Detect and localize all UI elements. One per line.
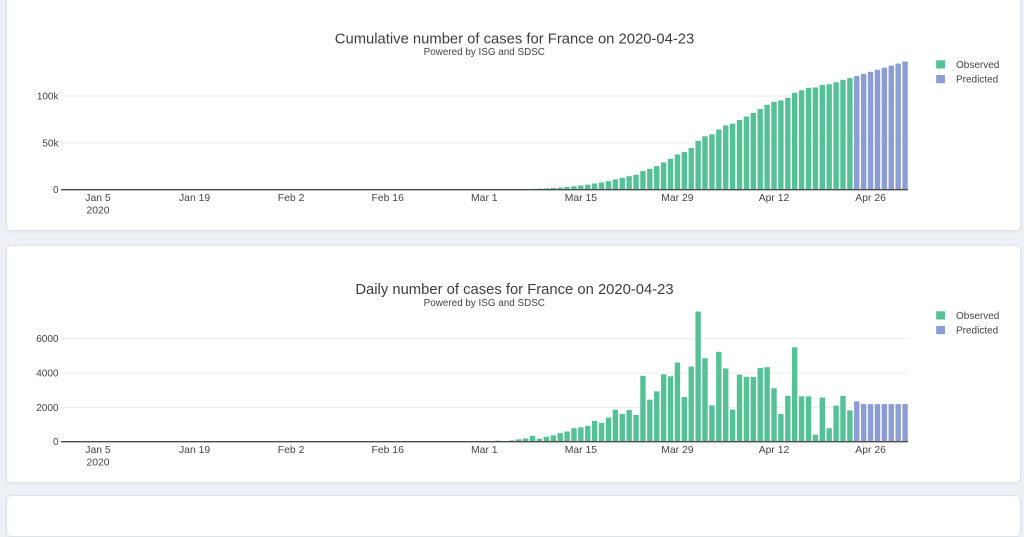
svg-text:Mar 1: Mar 1 — [471, 193, 498, 204]
svg-text:Predicted: Predicted — [956, 75, 998, 86]
svg-text:Feb 16: Feb 16 — [372, 445, 405, 456]
svg-text:Mar 1: Mar 1 — [471, 445, 498, 456]
svg-text:Predicted: Predicted — [956, 326, 998, 337]
svg-text:50k: 50k — [42, 138, 59, 149]
svg-text:Jan 5: Jan 5 — [85, 193, 111, 204]
svg-text:2020: 2020 — [86, 458, 109, 469]
svg-text:0: 0 — [53, 437, 59, 448]
svg-text:Jan 19: Jan 19 — [179, 445, 210, 456]
svg-text:Apr 26: Apr 26 — [855, 193, 886, 204]
svg-text:Feb 16: Feb 16 — [372, 193, 405, 204]
svg-text:Apr 12: Apr 12 — [759, 445, 790, 456]
svg-text:Apr 26: Apr 26 — [855, 445, 886, 456]
svg-text:100k: 100k — [37, 92, 60, 103]
svg-text:Mar 15: Mar 15 — [565, 193, 598, 204]
svg-text:6000: 6000 — [36, 334, 59, 345]
svg-text:Powered by ISG and SDSC: Powered by ISG and SDSC — [424, 47, 545, 58]
svg-text:Feb 2: Feb 2 — [278, 193, 305, 204]
svg-text:Feb 2: Feb 2 — [278, 445, 305, 456]
svg-text:2020: 2020 — [86, 206, 109, 217]
svg-text:Jan 5: Jan 5 — [85, 445, 111, 456]
svg-text:Observed: Observed — [956, 60, 999, 71]
svg-text:4000: 4000 — [36, 369, 59, 380]
svg-text:Powered by ISG and SDSC: Powered by ISG and SDSC — [424, 298, 545, 309]
svg-text:Cumulative number of cases for: Cumulative number of cases for France on… — [335, 32, 694, 48]
svg-text:2000: 2000 — [36, 403, 59, 414]
svg-text:Apr 12: Apr 12 — [759, 193, 790, 204]
svg-text:Mar 15: Mar 15 — [565, 445, 598, 456]
svg-text:0: 0 — [53, 185, 59, 196]
svg-text:Jan 19: Jan 19 — [179, 193, 210, 204]
svg-text:Observed: Observed — [956, 311, 999, 322]
svg-text:Mar 29: Mar 29 — [661, 193, 694, 204]
svg-text:Mar 29: Mar 29 — [661, 445, 694, 456]
svg-text:Daily number of cases for Fran: Daily number of cases for France on 2020… — [355, 282, 673, 298]
